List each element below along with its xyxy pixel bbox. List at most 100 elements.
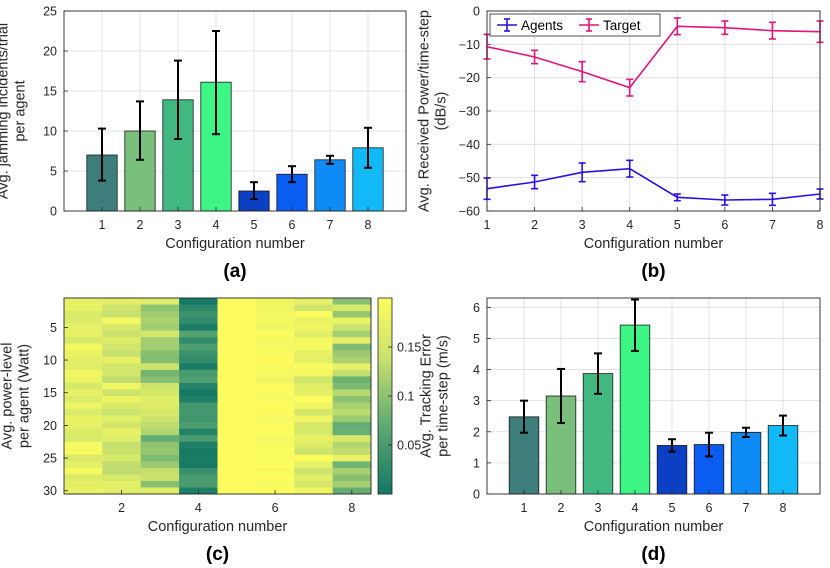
- panel-c-cell: [255, 409, 295, 416]
- panel-c-cell: [255, 454, 295, 462]
- panel-c-colorbar-segment: [378, 487, 392, 492]
- panel-c-cell: [140, 480, 180, 488]
- panel-c-colorbar-segment: [378, 307, 392, 312]
- panel-c-cell: [140, 304, 180, 312]
- panel-c-cell: [102, 422, 142, 429]
- panel-c-cell: [255, 317, 295, 325]
- panel-c-colorbar-segment: [378, 490, 392, 495]
- panel-c-colorbar-segment: [378, 428, 392, 433]
- panel-c-cell: [64, 317, 103, 325]
- panel-c-cell: [217, 389, 257, 397]
- panel-a-xtick-label: 5: [251, 218, 258, 232]
- panel-c-colorbar-segment: [378, 412, 392, 416]
- panel-c-cell: [332, 422, 372, 429]
- panel-c-cell: [217, 369, 257, 377]
- panel-b-legend-agents-text: Agents: [521, 18, 563, 33]
- panel-c-cell: [64, 337, 103, 345]
- panel-c-colorbar-segment: [378, 301, 392, 305]
- panel-c-cell: [255, 343, 295, 351]
- panel-c-colorbar-segment: [378, 353, 392, 358]
- panel-b-ylabel-line: Avg. Received Power/time-step: [417, 10, 433, 212]
- panel-c-cell: [179, 474, 218, 482]
- panel-c-cell: [64, 480, 103, 488]
- panel-c-cell: [102, 304, 142, 312]
- panel-c-colorbar-segment: [378, 330, 392, 335]
- panel-c-cell: [217, 467, 257, 475]
- panel-a-label: (a): [223, 261, 246, 282]
- panel-c-cell: [332, 415, 372, 423]
- panel-c-cell: [332, 369, 372, 377]
- panel-b-xtick-label: 6: [721, 218, 728, 232]
- panel-a-xtick-label: 1: [99, 218, 106, 232]
- panel-c-colorbar-segment: [378, 467, 392, 472]
- panel-c-colorbar-segment: [378, 360, 392, 364]
- panel-c-cell: [179, 363, 218, 371]
- panel-c-cell: [294, 311, 333, 318]
- panel-c-cell: [102, 343, 142, 351]
- panel-c-cell: [332, 454, 372, 462]
- panel-d-xtick-label: 7: [743, 501, 750, 515]
- panel-c-cell: [332, 363, 372, 371]
- panel-a-xlabel: Configuration number: [165, 236, 305, 252]
- panel-c-cell: [255, 369, 295, 377]
- panel-c-cell: [179, 356, 218, 364]
- panel-c-colorbar-tick-label: 0.15: [397, 341, 421, 355]
- panel-c-cell: [217, 441, 257, 449]
- panel-c-cell: [102, 376, 142, 384]
- panel-c-cell: [255, 402, 295, 410]
- panel-c-colorbar-segment: [378, 474, 392, 479]
- panel-c-cell: [217, 382, 257, 390]
- panel-d-ytick-label: 5: [473, 332, 480, 346]
- panel-c-colorbar-segment: [378, 373, 392, 377]
- panel-c-cell: [179, 428, 218, 436]
- panel-c-cell: [294, 467, 333, 475]
- panel-c-ytick-label: 15: [43, 386, 57, 400]
- panel-d-xtick-label: 5: [669, 501, 676, 515]
- panel-c-cell: [64, 311, 103, 318]
- panel-c-cell: [179, 350, 218, 358]
- panel-c-colorbar-segment: [378, 409, 392, 413]
- panel-c-cell: [102, 382, 142, 390]
- panel-c-cell: [217, 298, 257, 305]
- panel-c-cell: [217, 330, 257, 338]
- panel-c-cell: [255, 480, 295, 488]
- panel-d-xtick-label: 1: [521, 501, 528, 515]
- panel-c-cell: [294, 415, 333, 423]
- panel-c-cell: [64, 304, 103, 312]
- panel-c-cell: [64, 487, 103, 495]
- panel-c-cell: [332, 448, 372, 456]
- panel-c-cell: [217, 376, 257, 384]
- panel-c-cell: [255, 448, 295, 456]
- panel-c-cell: [64, 363, 103, 371]
- panel-c-cell: [64, 369, 103, 377]
- panel-c-cell: [255, 474, 295, 482]
- panel-c-cell: [140, 428, 180, 436]
- panel-c-cell: [102, 467, 142, 475]
- panel-c-cell: [140, 343, 180, 351]
- panel-c-cell: [140, 441, 180, 449]
- panel-c-cell: [217, 461, 257, 469]
- panel-c-colorbar-segment: [378, 363, 392, 367]
- panel-b-xtick-label: 7: [769, 218, 776, 232]
- panel-c-cell: [332, 461, 372, 469]
- panel-c-cell: [294, 350, 333, 358]
- panel-c-cell: [217, 356, 257, 364]
- panel-c-colorbar-segment: [378, 480, 392, 485]
- panel-c-cell: [217, 435, 257, 443]
- panel-c-cell: [102, 428, 142, 436]
- panel-c-cell: [179, 402, 218, 410]
- panel-d-ytick-label: 6: [473, 301, 480, 315]
- panel-c-cell: [294, 369, 333, 377]
- panel-c-xtick-label: 4: [195, 501, 202, 515]
- panel-c-colorbar-segment: [378, 458, 392, 462]
- panel-c-cell: [255, 298, 295, 305]
- panel-c-cell: [140, 461, 180, 469]
- panel-c-cell: [294, 487, 333, 495]
- panel-c-ytick-label: 30: [43, 484, 57, 498]
- panel-c-cell: [332, 396, 372, 403]
- panel-c-cell: [255, 441, 295, 449]
- panel-c-cell: [332, 389, 372, 397]
- panel-c-cell: [179, 304, 218, 312]
- panel-c-cell: [217, 317, 257, 325]
